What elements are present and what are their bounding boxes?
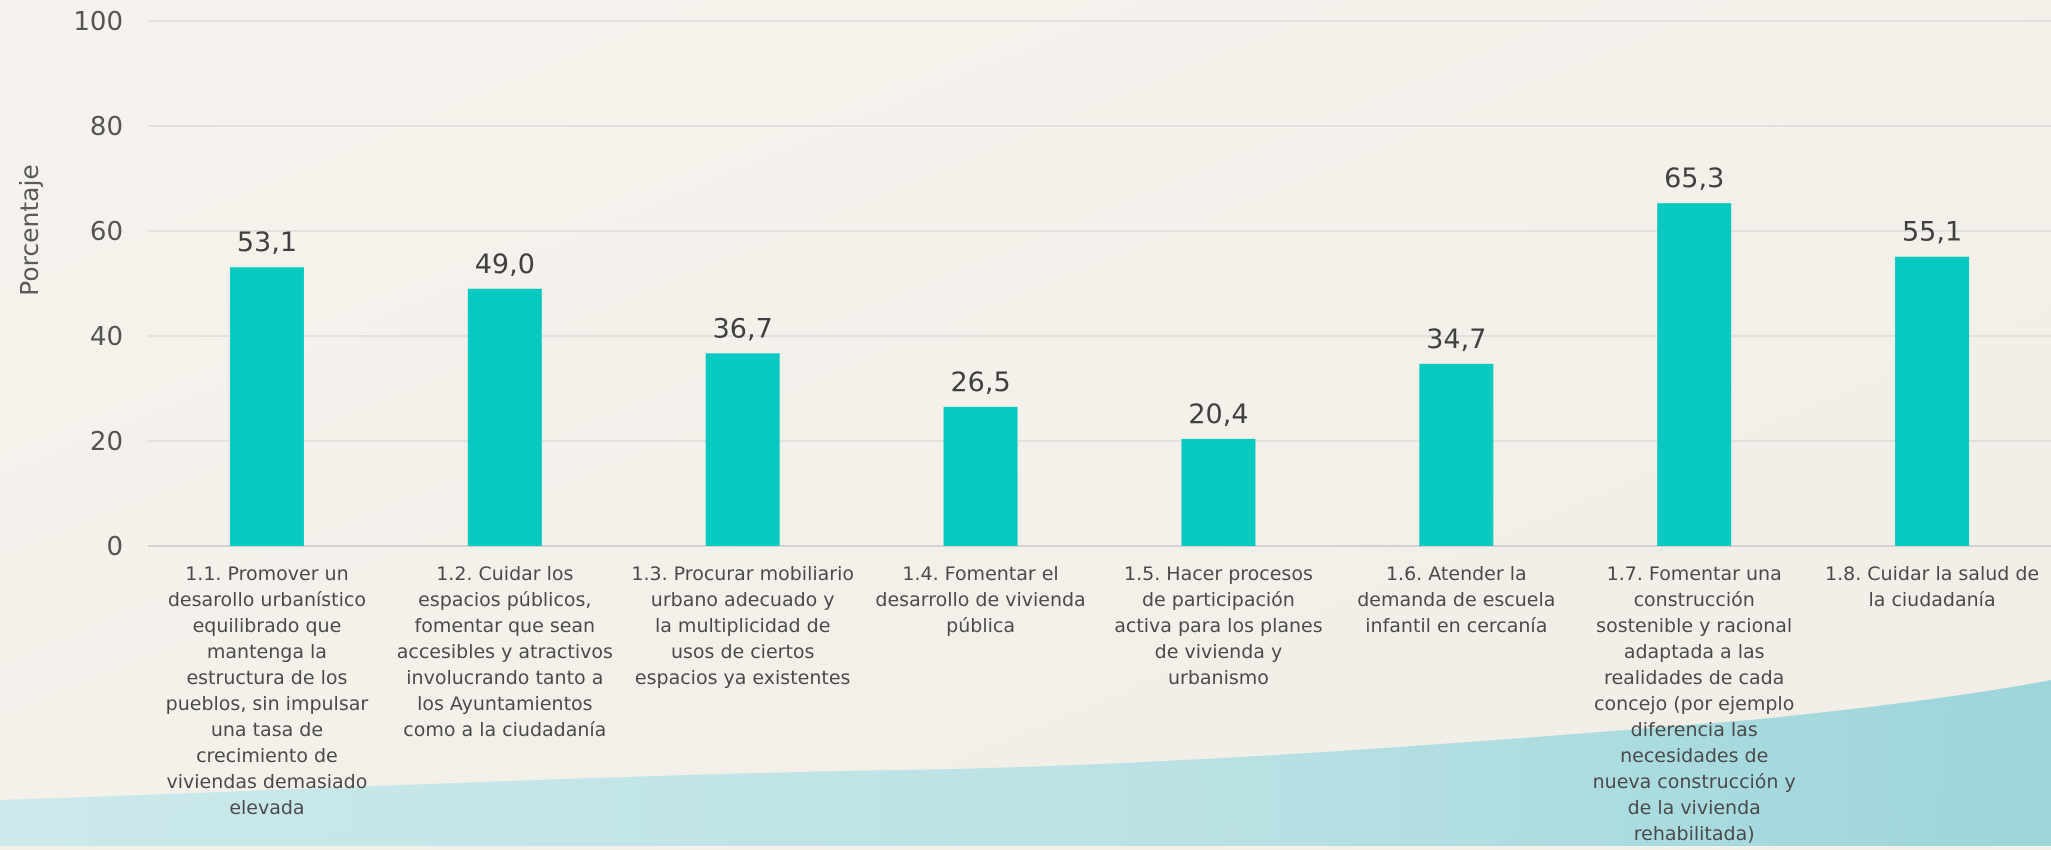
bars	[229, 203, 1970, 547]
data-label: 34,7	[1426, 324, 1486, 355]
y-tick-label: 40	[90, 322, 123, 352]
bar	[1181, 438, 1256, 546]
y-tick-label: 20	[90, 427, 123, 457]
y-axis-title: Porcentaje	[15, 164, 44, 296]
bar	[467, 288, 542, 546]
bar	[705, 353, 780, 546]
x-axis-labels: 1.1. Promover un desarollo urbanístico equ…	[166, 563, 2039, 845]
y-tick-label: 100	[73, 7, 123, 37]
x-tick-label: 1.7. Fomentar una construcción sostenible …	[1593, 563, 1796, 845]
x-tick-label: 1.8. Cuidar la salud de la ciudadanía	[1825, 563, 2039, 611]
y-axis: 0 20 40 60 80 100	[73, 7, 123, 562]
x-tick-label: 1.5. Hacer procesos de participación activ…	[1114, 563, 1322, 689]
bar	[943, 406, 1018, 546]
grid-lines	[148, 20, 2051, 547]
data-label: 65,3	[1664, 163, 1724, 194]
watercolor-wave	[0, 680, 2051, 846]
data-label: 20,4	[1188, 399, 1248, 430]
bar	[1419, 363, 1494, 546]
y-tick-label: 60	[90, 217, 123, 247]
data-label: 55,1	[1902, 217, 1962, 248]
data-label: 26,5	[951, 367, 1011, 398]
x-tick-label: 1.6. Atender la demanda de escuela infanti…	[1357, 563, 1555, 637]
y-tick-label: 0	[106, 532, 123, 562]
x-tick-label: 1.1. Promover un desarollo urbanístico equ…	[166, 563, 369, 819]
data-label: 36,7	[713, 313, 773, 344]
data-label: 53,1	[237, 227, 297, 258]
bar	[229, 267, 304, 546]
data-labels: 53,1 49,0 36,7 26,5 20,4 34,7 65,3 55,1	[237, 163, 1962, 430]
data-label: 49,0	[475, 249, 535, 280]
y-tick-label: 80	[90, 112, 123, 142]
bar	[1657, 203, 1732, 547]
x-tick-label: 1.3. Procurar mobiliario urbano adecuado …	[631, 563, 854, 689]
bar	[1895, 256, 1970, 546]
x-tick-label: 1.4. Fomentar el desarrollo de vivienda pú…	[875, 563, 1085, 637]
x-tick-label: 1.2. Cuidar los espacios públicos, fomenta…	[397, 563, 613, 741]
